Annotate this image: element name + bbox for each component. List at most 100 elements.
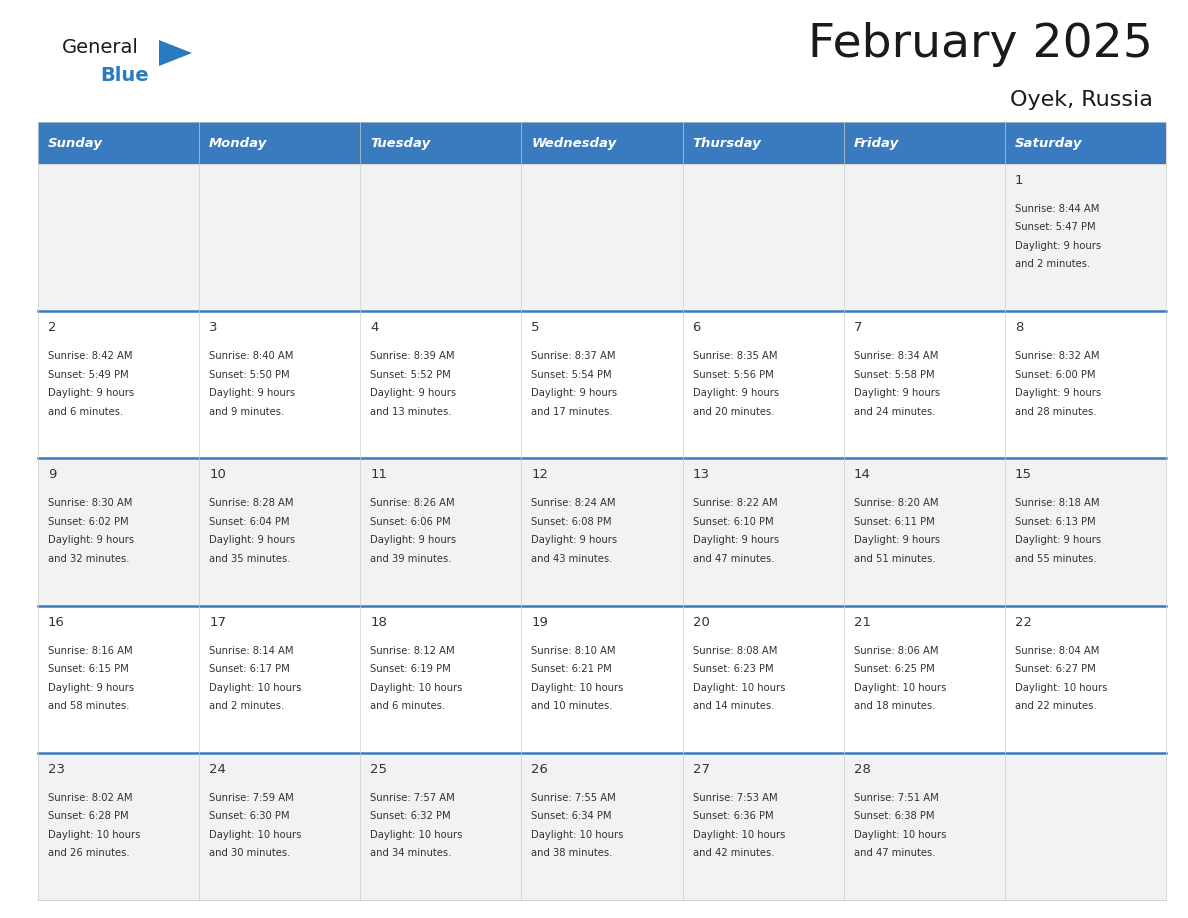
Text: Sunset: 6:17 PM: Sunset: 6:17 PM — [209, 664, 290, 674]
Text: Sunset: 6:13 PM: Sunset: 6:13 PM — [1015, 517, 1095, 527]
Text: Sunset: 5:56 PM: Sunset: 5:56 PM — [693, 370, 773, 380]
Text: and 6 minutes.: and 6 minutes. — [371, 701, 446, 711]
Text: Daylight: 9 hours: Daylight: 9 hours — [209, 388, 296, 398]
Bar — [38, 164, 200, 311]
Text: and 32 minutes.: and 32 minutes. — [48, 554, 129, 564]
Bar — [200, 164, 360, 311]
Text: Daylight: 10 hours: Daylight: 10 hours — [371, 683, 462, 692]
Text: Sunrise: 8:28 AM: Sunrise: 8:28 AM — [209, 498, 293, 509]
Text: Daylight: 9 hours: Daylight: 9 hours — [693, 535, 778, 545]
Text: and 28 minutes.: and 28 minutes. — [1015, 407, 1097, 417]
Text: Sunset: 6:04 PM: Sunset: 6:04 PM — [209, 517, 290, 527]
Text: Daylight: 9 hours: Daylight: 9 hours — [854, 535, 940, 545]
Text: 5: 5 — [531, 321, 539, 334]
Text: Sunrise: 7:57 AM: Sunrise: 7:57 AM — [371, 793, 455, 803]
Text: and 2 minutes.: and 2 minutes. — [209, 701, 284, 711]
Text: Sunrise: 7:51 AM: Sunrise: 7:51 AM — [854, 793, 939, 803]
Text: Sunset: 6:08 PM: Sunset: 6:08 PM — [531, 517, 612, 527]
Text: Sunset: 6:10 PM: Sunset: 6:10 PM — [693, 517, 773, 527]
Text: Daylight: 9 hours: Daylight: 9 hours — [48, 535, 134, 545]
Text: Sunset: 5:47 PM: Sunset: 5:47 PM — [1015, 222, 1095, 232]
Text: Daylight: 10 hours: Daylight: 10 hours — [1015, 683, 1107, 692]
Text: Daylight: 10 hours: Daylight: 10 hours — [48, 830, 140, 840]
Text: Thursday: Thursday — [693, 137, 762, 150]
Bar — [38, 311, 200, 458]
Text: Sunrise: 8:44 AM: Sunrise: 8:44 AM — [1015, 204, 1099, 214]
Text: Sunrise: 8:40 AM: Sunrise: 8:40 AM — [209, 352, 293, 361]
Text: Sunrise: 8:30 AM: Sunrise: 8:30 AM — [48, 498, 132, 509]
Text: Sunset: 6:15 PM: Sunset: 6:15 PM — [48, 664, 128, 674]
Text: Sunset: 6:28 PM: Sunset: 6:28 PM — [48, 812, 128, 822]
Text: 12: 12 — [531, 468, 549, 481]
Text: Daylight: 9 hours: Daylight: 9 hours — [48, 683, 134, 692]
Text: Sunset: 5:54 PM: Sunset: 5:54 PM — [531, 370, 612, 380]
Text: Sunday: Sunday — [48, 137, 103, 150]
Text: and 10 minutes.: and 10 minutes. — [531, 701, 613, 711]
Text: Daylight: 9 hours: Daylight: 9 hours — [531, 535, 618, 545]
Text: 13: 13 — [693, 468, 709, 481]
Bar — [360, 164, 522, 311]
Text: 25: 25 — [371, 763, 387, 776]
Bar — [38, 753, 200, 900]
Text: Sunset: 6:34 PM: Sunset: 6:34 PM — [531, 812, 612, 822]
Bar — [683, 606, 843, 753]
Text: Sunset: 6:06 PM: Sunset: 6:06 PM — [371, 517, 451, 527]
Bar — [683, 311, 843, 458]
Text: Sunset: 6:23 PM: Sunset: 6:23 PM — [693, 664, 773, 674]
Bar — [843, 164, 1005, 311]
Text: and 17 minutes.: and 17 minutes. — [531, 407, 613, 417]
Text: Daylight: 9 hours: Daylight: 9 hours — [1015, 535, 1101, 545]
Text: and 30 minutes.: and 30 minutes. — [209, 848, 291, 858]
Text: 24: 24 — [209, 763, 226, 776]
Bar — [38, 606, 200, 753]
Text: 7: 7 — [854, 321, 862, 334]
Text: Sunrise: 8:22 AM: Sunrise: 8:22 AM — [693, 498, 777, 509]
Text: Daylight: 10 hours: Daylight: 10 hours — [854, 830, 946, 840]
Text: and 58 minutes.: and 58 minutes. — [48, 701, 129, 711]
Text: Sunset: 5:49 PM: Sunset: 5:49 PM — [48, 370, 128, 380]
Text: and 51 minutes.: and 51 minutes. — [854, 554, 935, 564]
Text: Sunrise: 8:42 AM: Sunrise: 8:42 AM — [48, 352, 133, 361]
Text: Daylight: 9 hours: Daylight: 9 hours — [693, 388, 778, 398]
Text: Daylight: 10 hours: Daylight: 10 hours — [693, 683, 785, 692]
Bar — [200, 458, 360, 606]
Text: 17: 17 — [209, 616, 226, 629]
Text: Sunset: 6:27 PM: Sunset: 6:27 PM — [1015, 664, 1095, 674]
Bar — [360, 606, 522, 753]
Text: Saturday: Saturday — [1015, 137, 1082, 150]
Text: and 39 minutes.: and 39 minutes. — [371, 554, 451, 564]
Text: Sunset: 6:19 PM: Sunset: 6:19 PM — [371, 664, 451, 674]
Text: Friday: Friday — [854, 137, 899, 150]
Text: Sunrise: 8:24 AM: Sunrise: 8:24 AM — [531, 498, 615, 509]
Text: Sunrise: 7:55 AM: Sunrise: 7:55 AM — [531, 793, 617, 803]
Bar — [843, 458, 1005, 606]
Text: Sunrise: 8:18 AM: Sunrise: 8:18 AM — [1015, 498, 1099, 509]
Text: Oyek, Russia: Oyek, Russia — [1010, 90, 1154, 110]
Text: Sunrise: 8:04 AM: Sunrise: 8:04 AM — [1015, 645, 1099, 655]
Text: Sunrise: 8:32 AM: Sunrise: 8:32 AM — [1015, 352, 1099, 361]
Text: and 42 minutes.: and 42 minutes. — [693, 848, 775, 858]
Text: 3: 3 — [209, 321, 217, 334]
Text: 22: 22 — [1015, 616, 1032, 629]
Bar — [843, 606, 1005, 753]
Text: and 24 minutes.: and 24 minutes. — [854, 407, 935, 417]
Text: Daylight: 9 hours: Daylight: 9 hours — [1015, 388, 1101, 398]
Text: Sunrise: 8:26 AM: Sunrise: 8:26 AM — [371, 498, 455, 509]
Text: 6: 6 — [693, 321, 701, 334]
Text: Daylight: 10 hours: Daylight: 10 hours — [209, 830, 302, 840]
Text: Daylight: 9 hours: Daylight: 9 hours — [209, 535, 296, 545]
Bar — [1005, 164, 1165, 311]
Text: Sunrise: 7:53 AM: Sunrise: 7:53 AM — [693, 793, 777, 803]
Text: Sunset: 6:25 PM: Sunset: 6:25 PM — [854, 664, 935, 674]
Text: 9: 9 — [48, 468, 56, 481]
Bar — [522, 311, 683, 458]
Text: Sunrise: 8:16 AM: Sunrise: 8:16 AM — [48, 645, 133, 655]
Text: Sunrise: 8:20 AM: Sunrise: 8:20 AM — [854, 498, 939, 509]
Text: General: General — [62, 38, 139, 57]
Text: 16: 16 — [48, 616, 65, 629]
Text: Sunrise: 8:37 AM: Sunrise: 8:37 AM — [531, 352, 615, 361]
Text: Sunset: 6:36 PM: Sunset: 6:36 PM — [693, 812, 773, 822]
Text: Sunrise: 8:34 AM: Sunrise: 8:34 AM — [854, 352, 939, 361]
Bar — [683, 164, 843, 311]
Text: 8: 8 — [1015, 321, 1023, 334]
